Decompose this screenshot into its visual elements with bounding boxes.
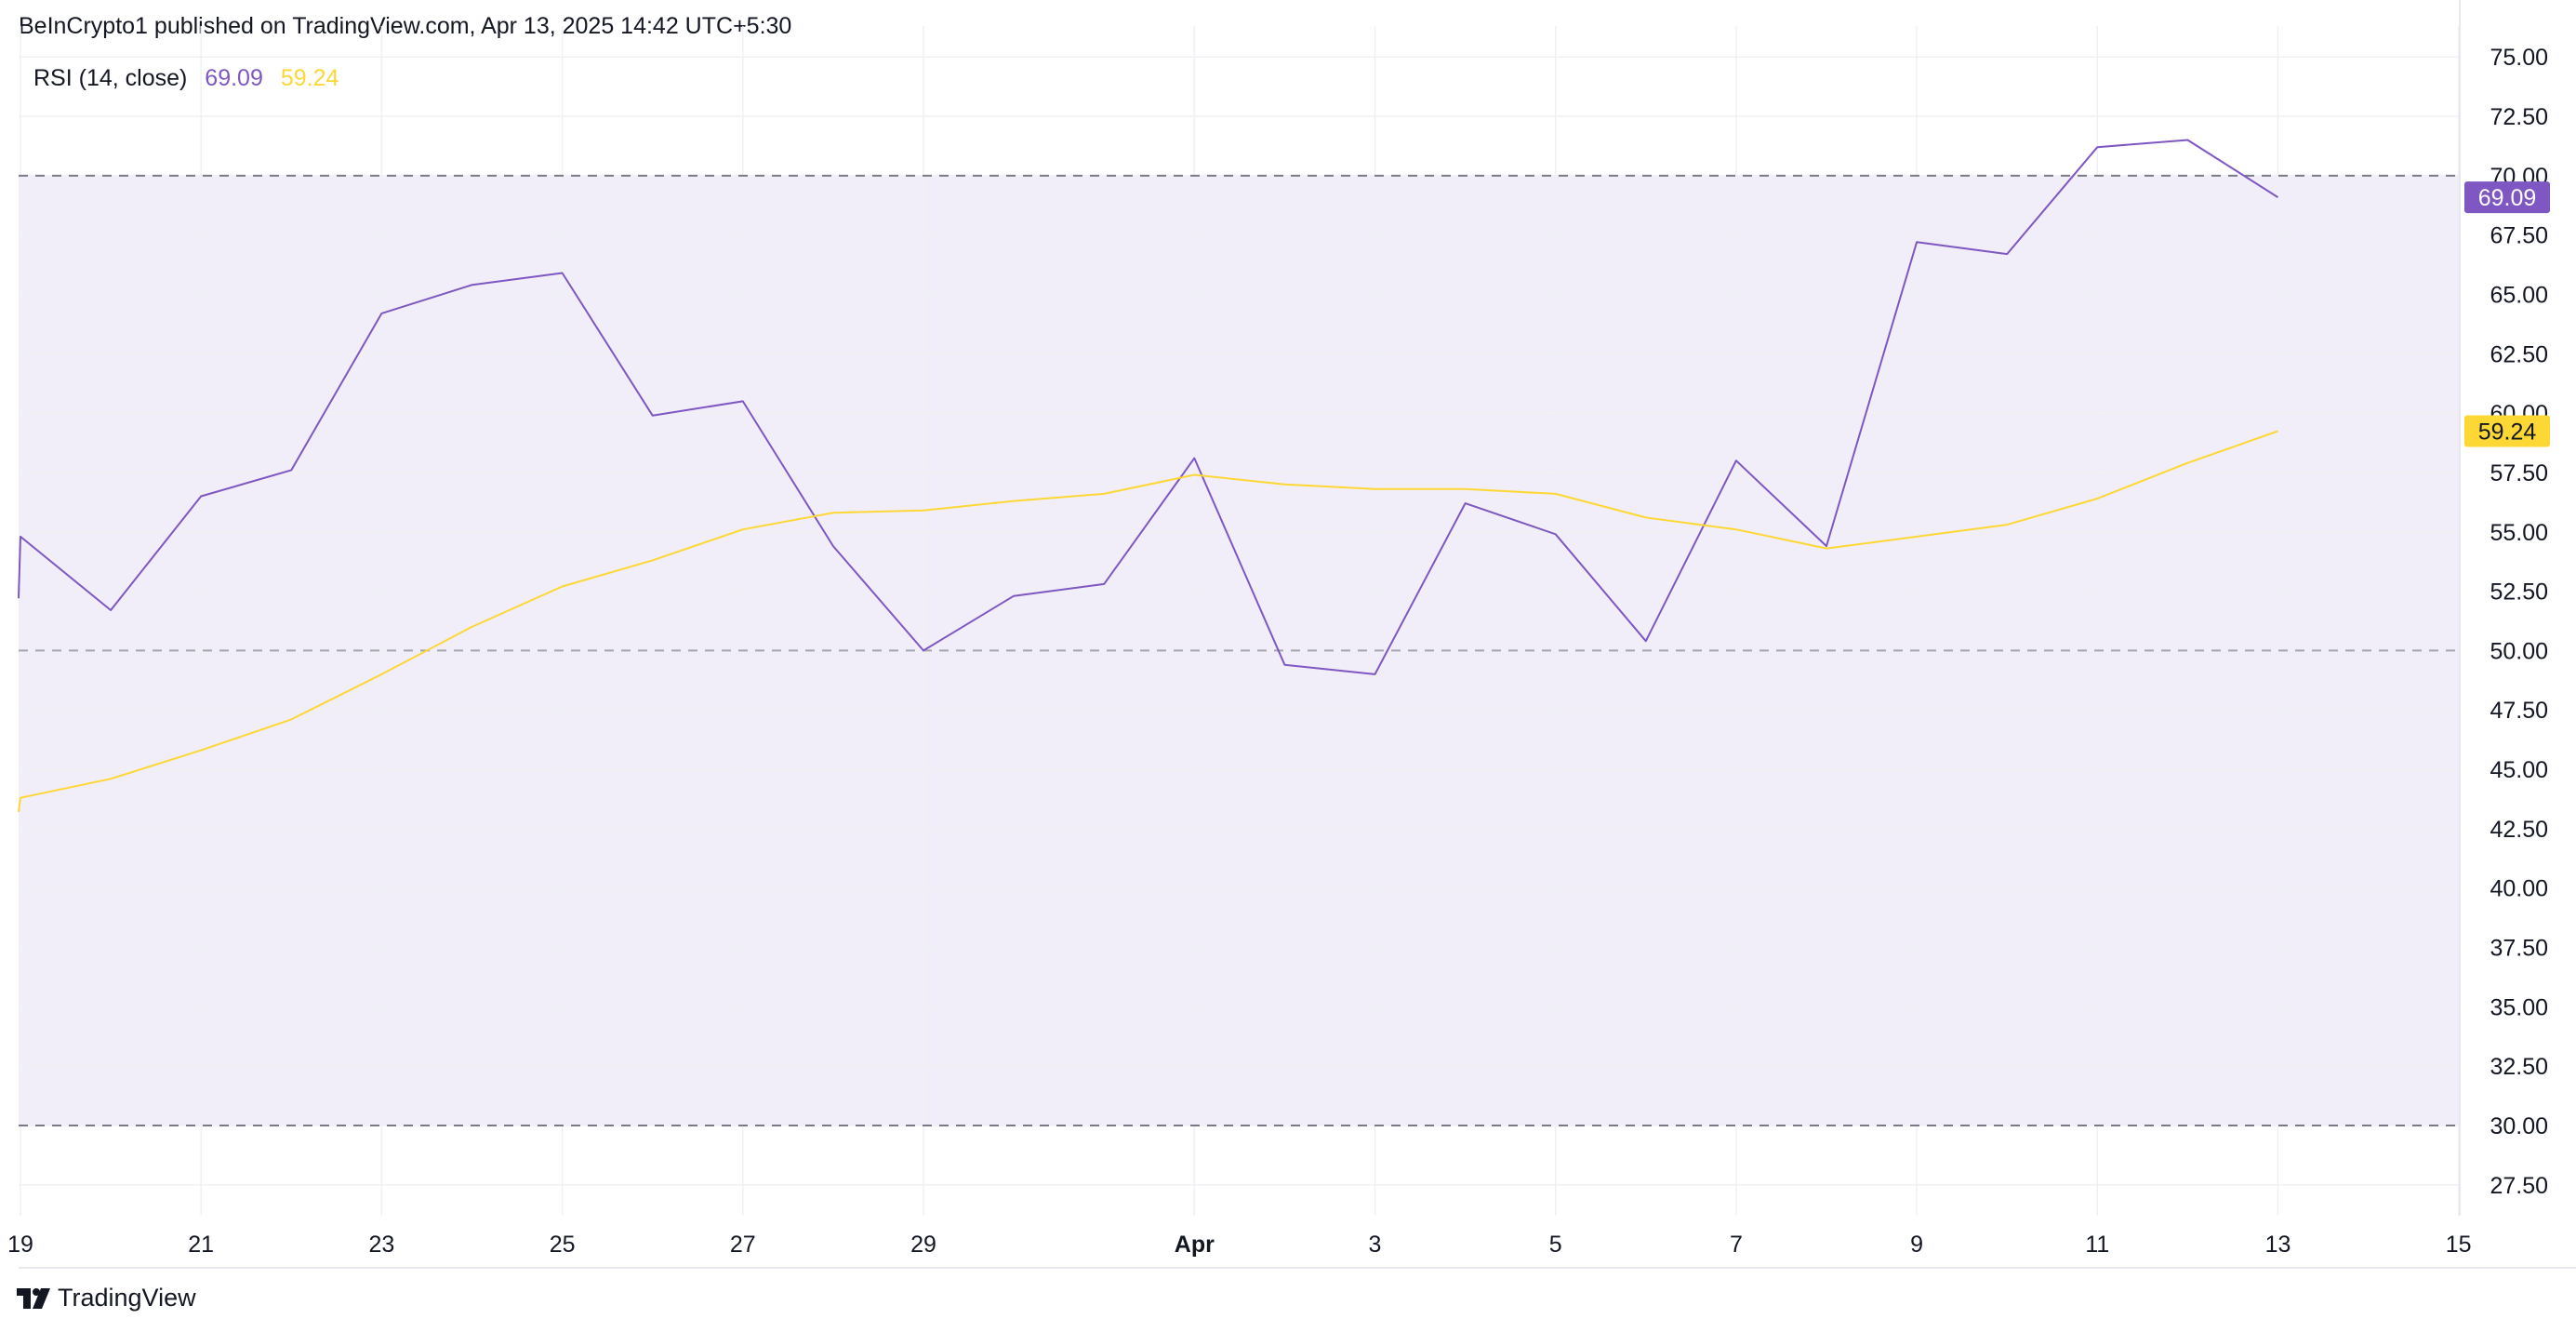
axis-layer: 27.50 30.00 32.50 35.00 37.50 40.00 42.50 45.00… [7, 0, 2576, 1269]
rsi-legend-value: 69.09 [205, 65, 263, 91]
tradingview-logo-icon [17, 1287, 50, 1309]
x-tick-label: 13 [2265, 1232, 2291, 1258]
footer[interactable]: TradingView [17, 1284, 196, 1312]
x-tick-label: 29 [910, 1232, 936, 1258]
rsi-ma-price-tag [2464, 415, 2550, 447]
footer-brand: TradingView [58, 1284, 196, 1312]
rsi-ma-line [18, 430, 2278, 813]
y-tick-label: 62.50 [2490, 341, 2548, 367]
price-tags-layer: 69.09 59.24 [2464, 181, 2550, 447]
y-tick-label: 27.50 [2490, 1173, 2548, 1199]
y-tick-label: 75.00 [2490, 45, 2548, 71]
y-tick-label: 42.50 [2490, 817, 2548, 843]
x-tick-label: 3 [1369, 1232, 1382, 1258]
y-tick-label: 35.00 [2490, 994, 2548, 1020]
rsi-price-tag-label: 69.09 [2478, 185, 2537, 211]
series-layer [18, 139, 2279, 813]
y-tick-label: 67.50 [2490, 223, 2548, 249]
y-tick-label: 30.00 [2490, 1113, 2548, 1139]
publisher-header: BeInCrypto1 published on TradingView.com… [19, 13, 792, 39]
x-tick-label: 23 [368, 1232, 394, 1258]
y-tick-label: 32.50 [2490, 1054, 2548, 1080]
y-tick-label: 45.00 [2490, 757, 2548, 783]
x-tick-label: Apr [1175, 1232, 1215, 1258]
x-tick-label: 27 [730, 1232, 756, 1258]
y-tick-label: 47.50 [2490, 698, 2548, 724]
rsi-ma-price-tag-label: 59.24 [2478, 420, 2537, 446]
rsi-line [18, 139, 2279, 675]
rsi-price-tag [2464, 181, 2550, 214]
y-tick-label: 50.00 [2490, 638, 2548, 664]
y-tick-label: 65.00 [2490, 282, 2548, 308]
x-tick-label: 15 [2446, 1232, 2472, 1258]
y-tick-label: 57.50 [2490, 460, 2548, 486]
y-tick-label: 55.00 [2490, 520, 2548, 546]
x-tick-label: 25 [550, 1232, 576, 1258]
indicator-legend[interactable]: RSI (14, close) 69.09 59.24 [33, 65, 339, 92]
x-tick-label: 11 [2085, 1232, 2109, 1258]
y-tick-label: 40.00 [2490, 876, 2548, 902]
y-tick-label: 52.50 [2490, 579, 2548, 606]
indicator-title: RSI (14, close) [33, 65, 188, 91]
y-tick-label: 72.50 [2490, 104, 2548, 130]
x-tick-label: 7 [1730, 1232, 1743, 1258]
x-tick-label: 21 [188, 1232, 214, 1258]
y-tick-label: 37.50 [2490, 936, 2548, 962]
x-tick-label: 9 [1910, 1232, 1923, 1258]
x-tick-label: 19 [7, 1232, 33, 1258]
rsi-ma-legend-value: 59.24 [280, 65, 339, 91]
x-tick-label: 5 [1549, 1232, 1562, 1258]
